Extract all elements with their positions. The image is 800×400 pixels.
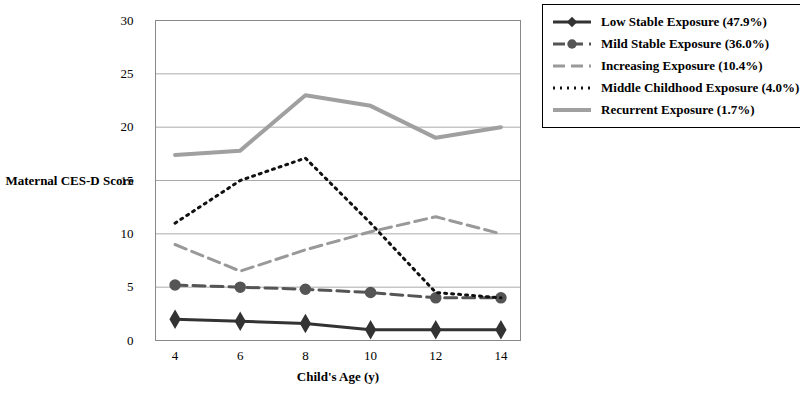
svg-text:5: 5 bbox=[127, 279, 134, 294]
svg-text:0: 0 bbox=[127, 333, 134, 348]
svg-text:10: 10 bbox=[121, 226, 134, 241]
svg-text:30: 30 bbox=[121, 13, 134, 28]
svg-text:12: 12 bbox=[429, 348, 442, 363]
svg-text:Maternal CES-D Score: Maternal CES-D Score bbox=[6, 173, 135, 188]
html-text:Middle Childhood Exposure (4.0: Middle Childhood Exposure (4.0%) bbox=[601, 80, 800, 95]
svg-text:Child's Age (y): Child's Age (y) bbox=[297, 369, 379, 384]
svg-text:10: 10 bbox=[364, 348, 377, 363]
svg-text:8: 8 bbox=[302, 348, 309, 363]
svg-text:14: 14 bbox=[494, 348, 508, 363]
html-text:Mild Stable Exposure (36.0%): Mild Stable Exposure (36.0%) bbox=[601, 36, 770, 51]
html-text:Low Stable Exposure (47.9%): Low Stable Exposure (47.9%) bbox=[601, 14, 767, 29]
html-text:Increasing Exposure (10.4%): Increasing Exposure (10.4%) bbox=[601, 58, 763, 73]
svg-text:6: 6 bbox=[237, 348, 244, 363]
svg-text:20: 20 bbox=[121, 119, 134, 134]
svg-text:4: 4 bbox=[172, 348, 179, 363]
svg-text:25: 25 bbox=[121, 66, 134, 81]
html-text:Recurrent Exposure (1.7%): Recurrent Exposure (1.7%) bbox=[601, 102, 755, 117]
